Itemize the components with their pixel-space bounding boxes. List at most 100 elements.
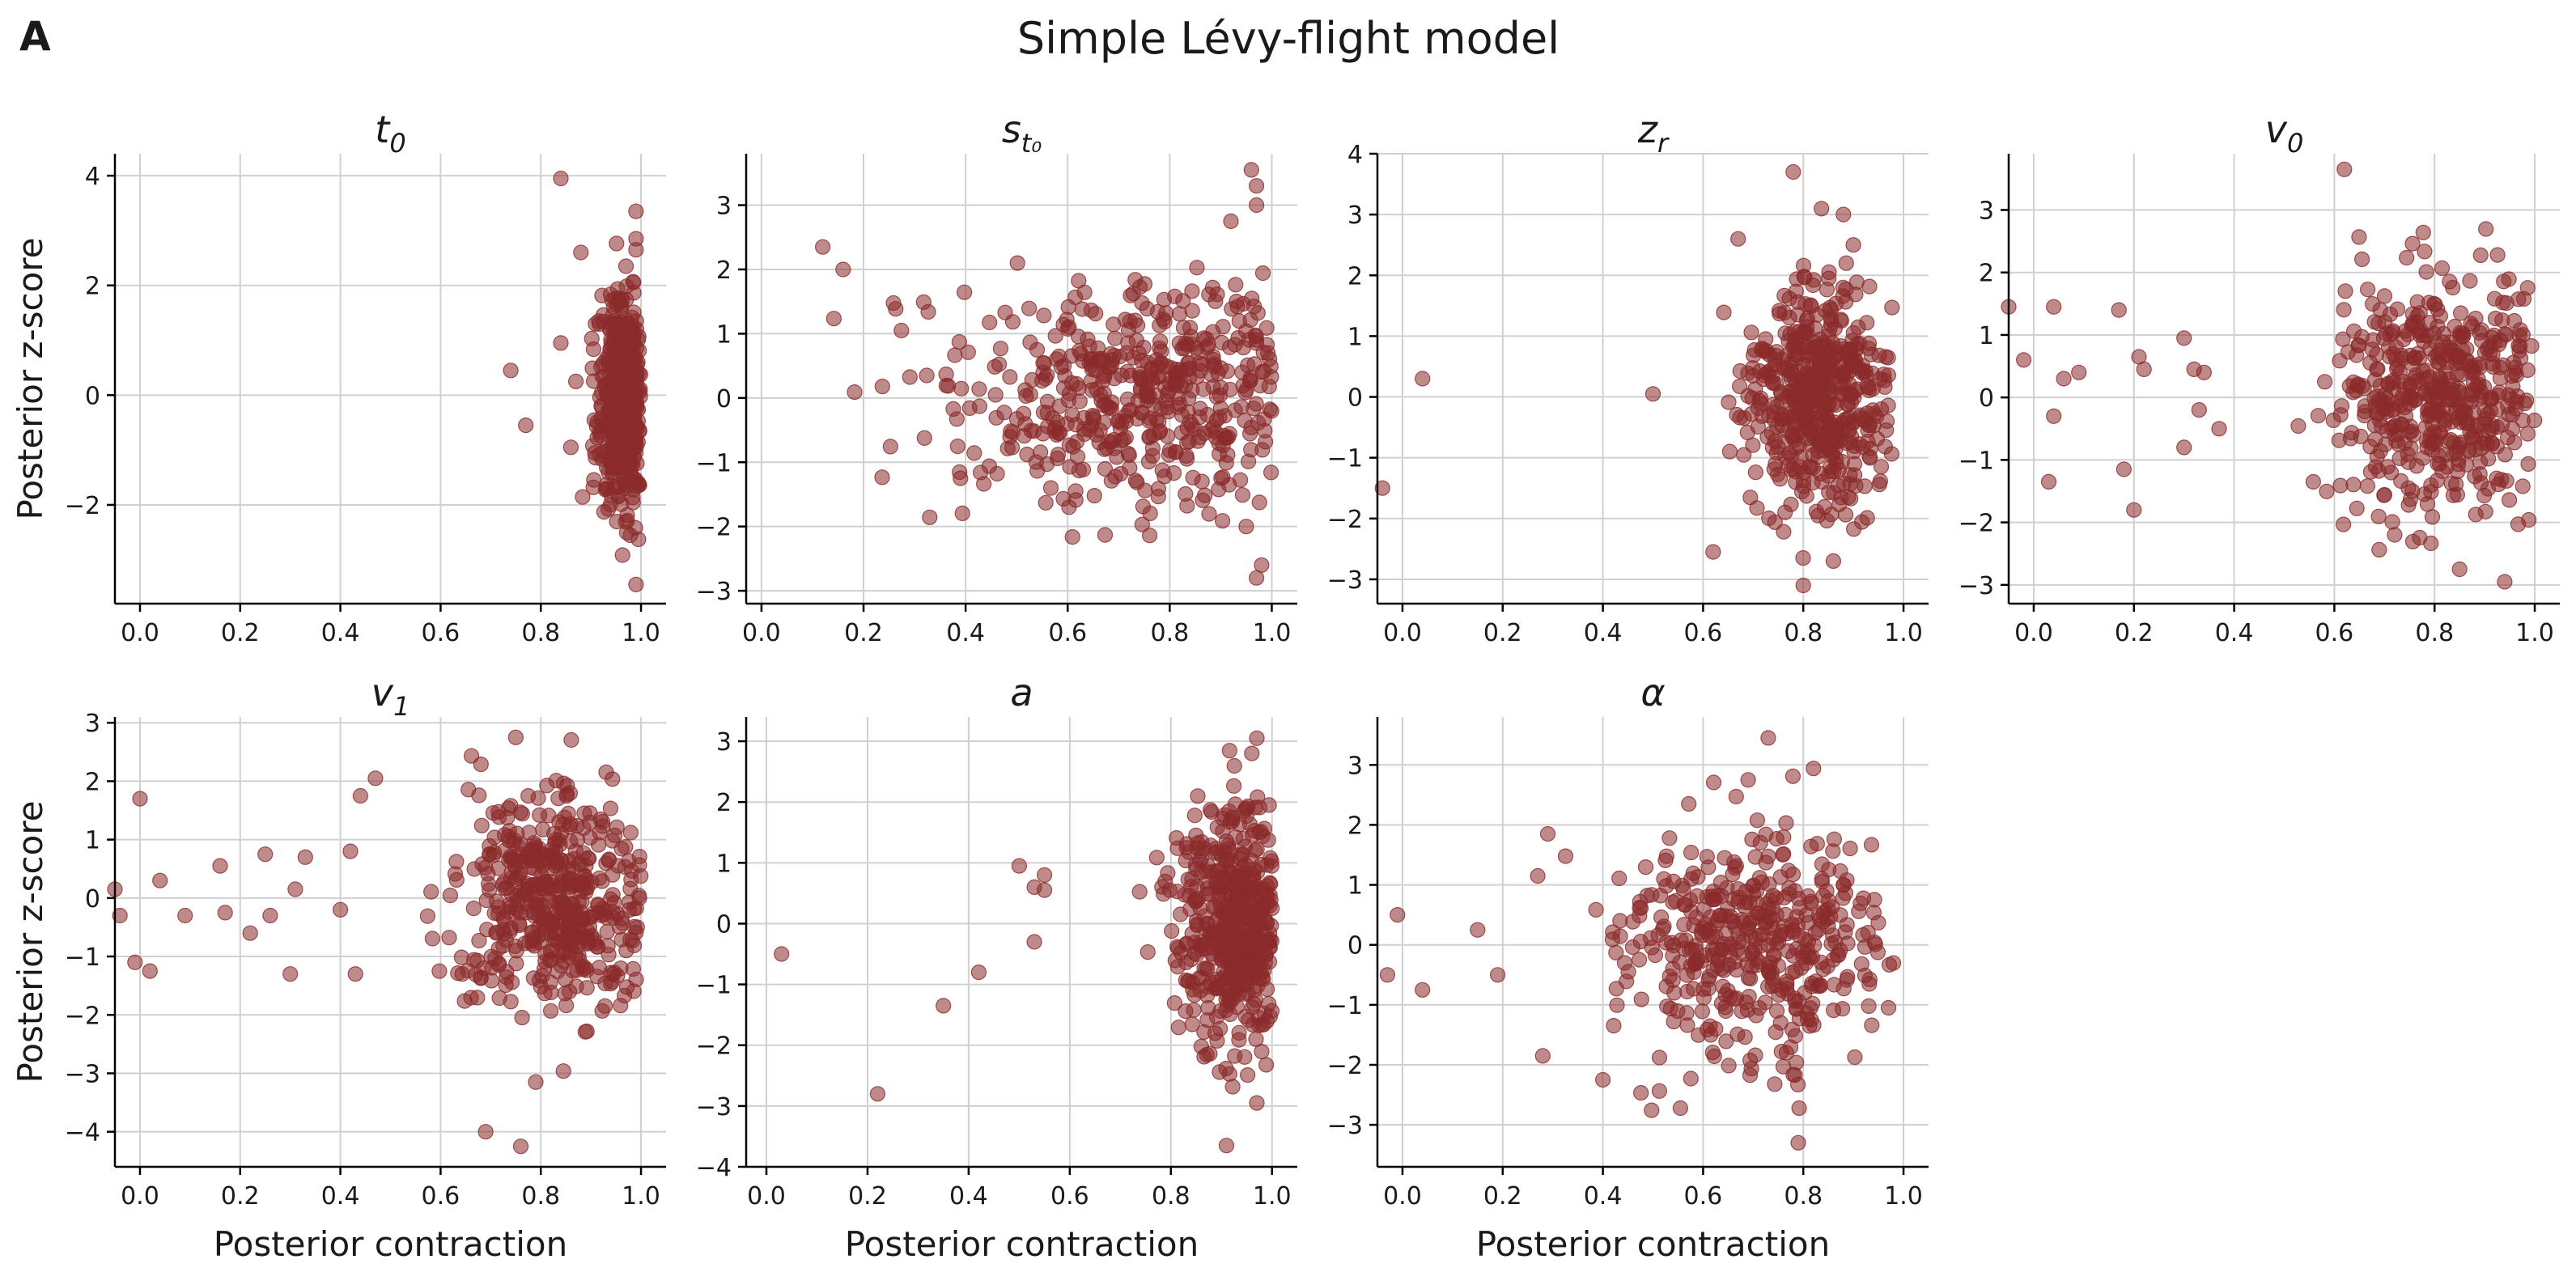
scatter-point [2445,279,2461,296]
gridlines [746,717,1297,1168]
scatter-point [1171,306,1188,322]
scatter-point [1221,339,1238,355]
scatter-point [542,943,559,959]
scatter-points [1379,730,1902,1151]
scatter-point [1876,367,1892,383]
scatter-point [882,439,898,455]
y-tick-label: 3 [1347,201,1363,230]
gridlines [1377,717,1929,1167]
scatter-point [1662,1000,1678,1017]
scatter-point [528,1074,544,1090]
scatter-point [1712,874,1729,891]
x-tick-label: 0.8 [1151,619,1190,647]
scatter-point [2431,456,2448,472]
scatter-point [1248,570,1265,586]
scatter-point [1721,394,1737,410]
y-tick-label: 1 [1979,322,1994,350]
scatter-point [571,855,587,872]
scatter-point [1188,340,1205,356]
x-tick-label: 0.6 [1684,619,1723,647]
scatter-point [127,954,143,970]
scatter-point [1036,882,1053,898]
scatter-point [287,881,303,897]
scatter-point [1705,774,1722,791]
y-tick-label: 1 [85,827,100,855]
scatter-point [1150,481,1167,497]
scatter-point [1609,997,1625,1013]
scatter-point [1085,409,1102,426]
scatter-point [1243,162,1259,178]
scatter-point [2462,273,2478,289]
scatter-point [2416,333,2432,350]
scatter-point [2480,481,2496,497]
scatter-point [1857,413,1874,430]
scatter-point [1024,371,1040,388]
scatter-point [1113,465,1129,482]
scatter-point [333,901,349,918]
scatter-point [2176,330,2192,346]
scatter-point [2419,433,2435,449]
scatter-point [1239,1066,1256,1083]
scatter-point [257,846,274,863]
y-tick-label: −3 [1327,566,1363,595]
scatter-point [1647,947,1664,964]
scatter-point [960,344,976,360]
scatter-point [1687,938,1704,954]
scatter-point [2502,492,2518,508]
scatter-point [966,445,982,461]
scatter-point [1851,436,1868,452]
scatter-point [1833,490,1849,506]
scatter-point [2353,329,2370,345]
scatter-point [2505,421,2521,437]
scatter-point [1539,825,1556,842]
scatter-point [1840,935,1856,952]
scatter-point [1665,972,1681,989]
scatter-point [1235,340,1252,356]
y-tick-label: −1 [1959,447,1994,475]
scatter-point [1067,483,1084,499]
subplot-title-subscript: t₀ [1021,128,1042,159]
scatter-point [1220,837,1237,854]
scatter-point [2176,439,2192,456]
scatter-point [1864,1017,1880,1033]
scatter-point [1215,469,1231,485]
scatter-point [1847,467,1863,483]
scatter-point [510,892,527,908]
scatter-point [2494,312,2510,329]
scatter-point [1415,371,1431,387]
scatter-point [613,960,629,977]
scatter-point [869,1086,886,1102]
scatter-point [2508,367,2524,384]
subplot-title: α [1640,671,1665,714]
scatter-point [2517,396,2533,412]
scatter-point [1768,830,1785,847]
scatter-point [2455,325,2471,341]
scatter-point [1754,341,1770,357]
scatter-point [1244,290,1260,307]
scatter-point [1760,901,1776,917]
scatter-point [972,464,989,481]
scatter-point [1212,379,1229,396]
y-tick-label: 3 [1979,197,1994,226]
scatter-point [1190,788,1206,804]
scatter-point [1611,870,1628,887]
scatter-point [922,509,938,525]
scatter-point [1251,799,1268,816]
scatter-point [1661,830,1678,846]
scatter-point [1055,379,1072,396]
scatter-point [212,858,228,874]
scatter-point [569,832,586,848]
scatter-point [902,369,918,385]
scatter-point [1838,281,1854,298]
scatter-point [1169,884,1186,900]
scatter-point [2071,364,2087,380]
y-tick-label: −2 [696,1032,732,1061]
y-tick-label: 2 [85,768,100,796]
x-tick-label: 0.0 [121,1182,159,1211]
scatter-point [885,295,902,312]
scatter-point [2421,369,2438,385]
scatter-point [2430,382,2446,398]
y-tick-label: −1 [696,972,732,1000]
scatter-point [2310,408,2327,424]
scatter-point [628,242,644,258]
